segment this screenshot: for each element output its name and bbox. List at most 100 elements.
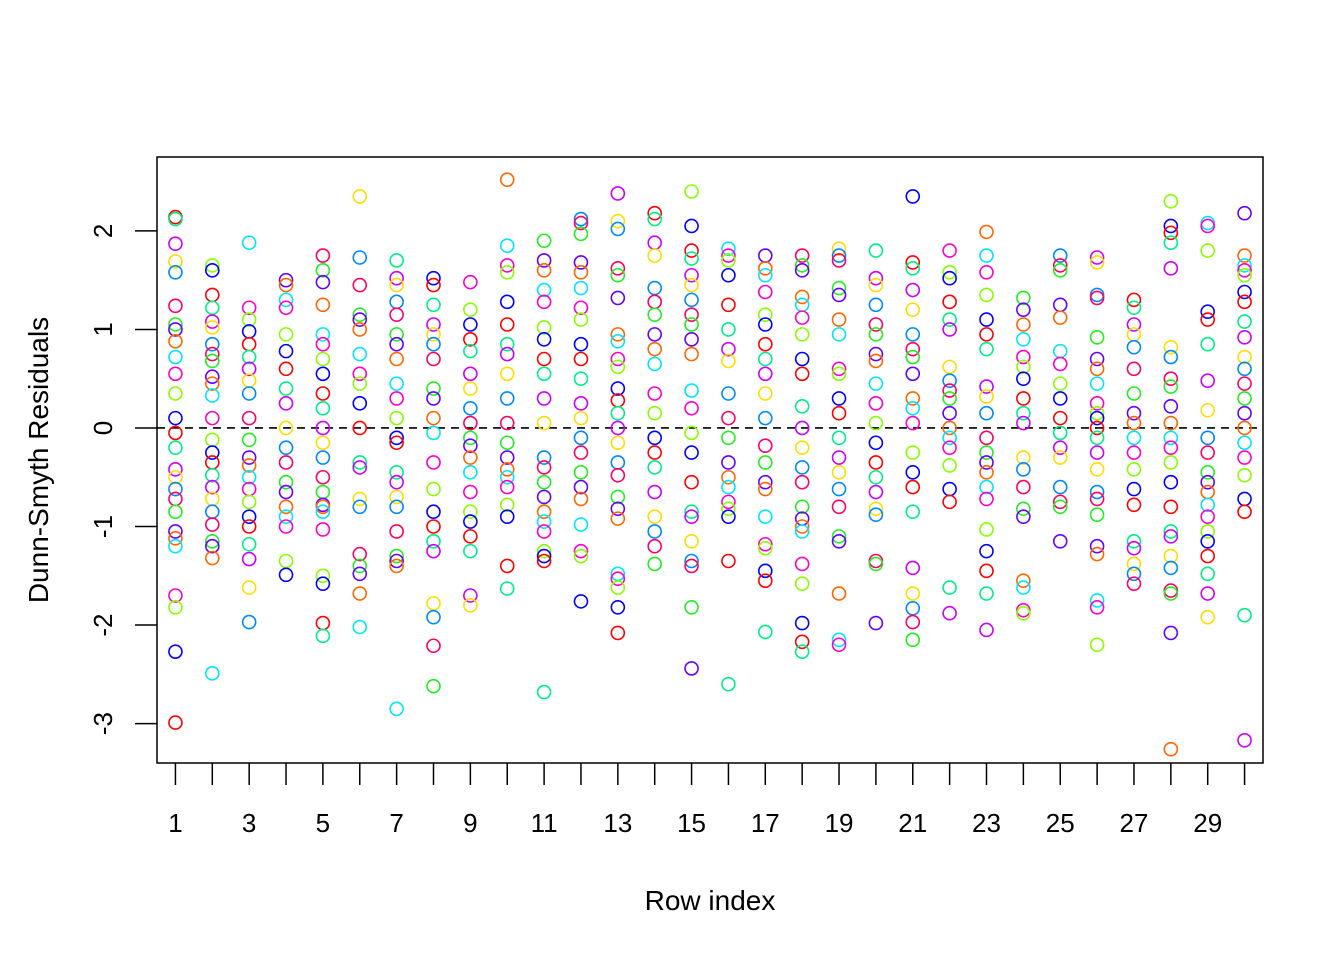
data-point (942, 580, 957, 595)
data-point (979, 622, 994, 638)
data-point (205, 432, 220, 448)
data-point (168, 715, 183, 730)
data-point (905, 341, 921, 357)
data-point (426, 391, 441, 406)
data-point (979, 586, 994, 601)
data-point (979, 287, 994, 303)
data-point (315, 274, 331, 290)
data-point (536, 366, 552, 382)
data-point (610, 501, 626, 517)
x-tick-label: 13 (603, 808, 632, 838)
data-point (1200, 218, 1215, 234)
data-point (684, 600, 699, 615)
data-point (278, 553, 294, 569)
data-point (1126, 481, 1142, 497)
data-point (573, 351, 589, 367)
data-point (315, 386, 331, 401)
data-point (463, 438, 478, 454)
data-point (278, 327, 294, 342)
data-point (942, 383, 957, 398)
data-point (205, 517, 220, 532)
data-point (942, 312, 957, 327)
data-point (868, 501, 884, 517)
data-point (721, 267, 736, 283)
data-point (499, 415, 515, 431)
data-point (1089, 351, 1105, 367)
data-point (278, 519, 294, 534)
x-tick-label: 27 (1120, 808, 1149, 838)
data-point (278, 300, 294, 316)
data-point (979, 405, 994, 421)
data-point (499, 294, 515, 310)
data-point (684, 425, 699, 441)
data-point (647, 307, 663, 322)
data-point (168, 462, 183, 477)
data-point (794, 366, 810, 382)
data-point (905, 302, 921, 318)
data-point (794, 524, 810, 539)
data-point (241, 361, 257, 377)
data-point (831, 450, 847, 465)
data-point (1200, 304, 1215, 320)
data-point (610, 571, 626, 587)
data-point (1163, 430, 1179, 446)
data-point (942, 430, 957, 446)
data-point (1237, 284, 1252, 300)
data-point (536, 548, 552, 564)
data-point (573, 491, 589, 507)
data-point (868, 455, 884, 470)
data-point (905, 366, 921, 382)
data-point (463, 504, 478, 520)
data-point (721, 353, 736, 369)
y-tick-label: 0 (88, 421, 118, 435)
data-point (794, 440, 810, 455)
data-point (389, 336, 404, 352)
data-point (389, 410, 404, 426)
data-point (536, 294, 552, 310)
data-point (794, 248, 810, 263)
data-point (684, 331, 699, 347)
data-point (389, 558, 404, 574)
data-point (905, 327, 921, 342)
data-point (794, 327, 810, 342)
data-point (463, 543, 478, 559)
y-tick-label: 1 (88, 322, 118, 336)
data-point (352, 558, 368, 574)
data-point (684, 292, 699, 308)
data-point (647, 538, 663, 554)
data-point (205, 320, 220, 335)
data-point (352, 189, 368, 204)
data-point (426, 336, 441, 352)
x-tick-label: 9 (463, 808, 477, 838)
data-point (315, 576, 331, 591)
x-tick-label: 11 (531, 808, 558, 838)
data-point (1163, 499, 1179, 515)
data-point (241, 312, 257, 327)
data-point (1089, 290, 1105, 306)
data-point (1126, 533, 1142, 549)
data-point (315, 297, 331, 313)
data-point (794, 297, 810, 313)
data-point (463, 598, 478, 613)
data-point (1163, 379, 1179, 394)
data-point (1089, 396, 1105, 411)
data-point (647, 341, 663, 357)
data-point (1016, 359, 1031, 375)
data-point (1016, 331, 1031, 347)
data-point (1200, 497, 1215, 513)
data-point (536, 415, 552, 431)
data-point (168, 333, 183, 349)
data-point (315, 336, 331, 352)
data-point (536, 253, 552, 268)
x-tick-label: 25 (1046, 808, 1075, 838)
data-point (241, 536, 257, 552)
data-point (499, 450, 515, 465)
data-point (831, 366, 847, 382)
data-point (1089, 430, 1105, 446)
data-point (1089, 405, 1105, 421)
data-point (278, 292, 294, 308)
data-point (463, 450, 478, 465)
data-point (499, 336, 515, 352)
data-point (610, 405, 626, 421)
